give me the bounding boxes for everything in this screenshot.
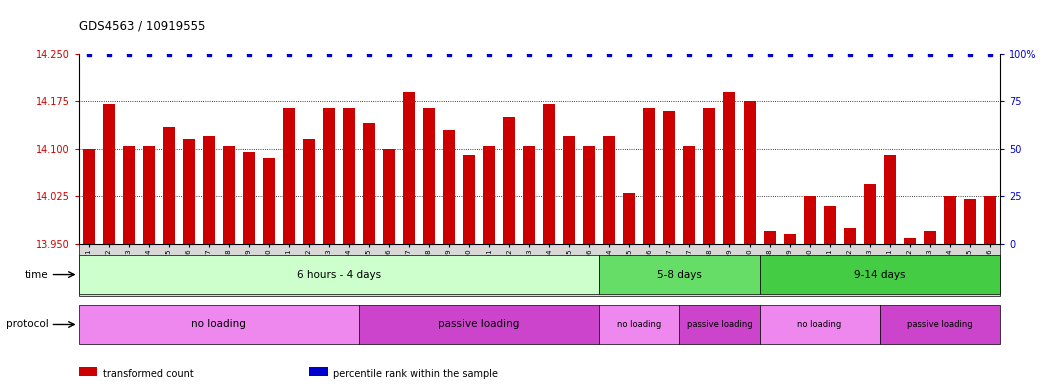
- Bar: [463, 155, 475, 244]
- Bar: [684, 146, 695, 244]
- Bar: [504, 117, 515, 244]
- Bar: [363, 123, 375, 244]
- Bar: [343, 108, 355, 244]
- Bar: [763, 231, 776, 244]
- Bar: [203, 136, 215, 244]
- Bar: [79, 255, 599, 294]
- Bar: [943, 196, 956, 244]
- Bar: [759, 255, 1000, 294]
- Bar: [984, 196, 996, 244]
- Bar: [704, 108, 715, 244]
- Text: protocol: protocol: [5, 319, 48, 329]
- Bar: [603, 136, 616, 244]
- Bar: [182, 139, 195, 244]
- Bar: [243, 152, 254, 244]
- Bar: [623, 193, 636, 244]
- Bar: [443, 130, 455, 244]
- Bar: [283, 108, 295, 244]
- Text: transformed count: transformed count: [103, 369, 194, 379]
- Bar: [322, 108, 335, 244]
- Bar: [103, 104, 114, 244]
- Bar: [599, 255, 759, 294]
- Bar: [263, 158, 274, 244]
- Text: 9-14 days: 9-14 days: [854, 270, 906, 280]
- Bar: [923, 231, 936, 244]
- Bar: [680, 305, 759, 344]
- Bar: [824, 206, 836, 244]
- Text: GDS4563 / 10919555: GDS4563 / 10919555: [79, 20, 205, 33]
- Bar: [664, 111, 675, 244]
- Bar: [359, 305, 599, 344]
- Bar: [964, 200, 976, 244]
- Bar: [423, 108, 436, 244]
- Bar: [583, 146, 596, 244]
- Bar: [122, 146, 135, 244]
- Bar: [643, 108, 655, 244]
- Bar: [383, 149, 395, 244]
- Text: no loading: no loading: [192, 319, 246, 329]
- Bar: [162, 127, 175, 244]
- Bar: [524, 146, 535, 244]
- Bar: [884, 155, 896, 244]
- Bar: [563, 136, 575, 244]
- Text: no loading: no loading: [798, 320, 842, 329]
- Bar: [879, 305, 1000, 344]
- Bar: [723, 92, 735, 244]
- Text: no loading: no loading: [618, 320, 662, 329]
- Text: percentile rank within the sample: percentile rank within the sample: [333, 369, 498, 379]
- Bar: [303, 139, 315, 244]
- Text: passive loading: passive loading: [907, 320, 973, 329]
- Bar: [403, 92, 415, 244]
- Bar: [904, 237, 916, 244]
- Bar: [223, 146, 235, 244]
- Text: 6 hours - 4 days: 6 hours - 4 days: [297, 270, 381, 280]
- Bar: [543, 104, 555, 244]
- Text: time: time: [25, 270, 48, 280]
- Bar: [804, 196, 816, 244]
- Bar: [83, 149, 94, 244]
- Bar: [599, 305, 680, 344]
- Bar: [743, 101, 756, 244]
- Text: 5-8 days: 5-8 days: [656, 270, 701, 280]
- Bar: [783, 234, 796, 244]
- Bar: [79, 305, 359, 344]
- Text: passive loading: passive loading: [439, 319, 519, 329]
- Bar: [844, 228, 855, 244]
- Bar: [483, 146, 495, 244]
- Text: passive loading: passive loading: [687, 320, 753, 329]
- Bar: [864, 184, 875, 244]
- Bar: [759, 305, 879, 344]
- Bar: [142, 146, 155, 244]
